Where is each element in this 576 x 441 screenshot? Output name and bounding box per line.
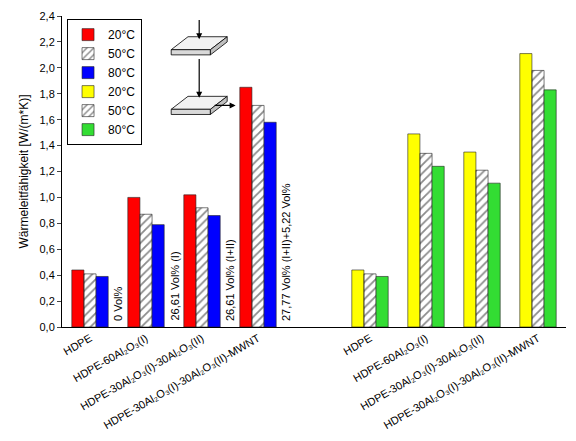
svg-text:HDPE-60Al₂O₃(I): HDPE-60Al₂O₃(I)	[71, 332, 150, 384]
svg-text:0,4: 0,4	[40, 269, 55, 281]
svg-text:50°C: 50°C	[108, 47, 135, 61]
svg-text:1,8: 1,8	[40, 88, 55, 100]
svg-text:0,8: 0,8	[40, 217, 55, 229]
svg-text:20°C: 20°C	[108, 28, 135, 42]
svg-text:2,0: 2,0	[40, 62, 55, 74]
svg-text:HDPE: HDPE	[341, 332, 373, 358]
svg-text:HDPE: HDPE	[61, 332, 93, 358]
svg-text:50°C: 50°C	[108, 104, 135, 118]
svg-text:2,2: 2,2	[40, 36, 55, 48]
svg-text:20°C: 20°C	[108, 85, 135, 99]
svg-text:0,2: 0,2	[40, 295, 55, 307]
svg-text:HDPE-30Al₂O₃(I)-30Al₂O₃(II)-MW: HDPE-30Al₂O₃(I)-30Al₂O₃(II)-MWNT	[101, 332, 262, 432]
svg-text:1,2: 1,2	[40, 165, 55, 177]
svg-text:0,6: 0,6	[40, 243, 55, 255]
svg-text:2,4: 2,4	[40, 10, 55, 22]
svg-text:0 Vol%: 0 Vol%	[112, 287, 124, 321]
svg-text:1,0: 1,0	[40, 191, 55, 203]
svg-text:26,61 Vol% (I+II): 26,61 Vol% (I+II)	[224, 239, 236, 321]
svg-text:1,4: 1,4	[40, 139, 55, 151]
svg-text:80°C: 80°C	[108, 123, 135, 137]
svg-text:HDPE-30Al₂O₃(I)-30Al₂O₃(II)-MW: HDPE-30Al₂O₃(I)-30Al₂O₃(II)-MWNT	[381, 332, 542, 432]
svg-text:HDPE-60Al₂O₃(I): HDPE-60Al₂O₃(I)	[351, 332, 430, 384]
svg-text:Wärmeleitfähigkeit [W/(m*K)]: Wärmeleitfähigkeit [W/(m*K)]	[17, 94, 31, 248]
svg-text:80°C: 80°C	[108, 66, 135, 80]
svg-text:HDPE-30Al₂O₃(I)-30Al₂O₃(II): HDPE-30Al₂O₃(I)-30Al₂O₃(II)	[78, 332, 206, 413]
svg-text:HDPE-30Al₂O₃(I)-30Al₂O₃(II): HDPE-30Al₂O₃(I)-30Al₂O₃(II)	[358, 332, 486, 413]
svg-text:27,77 Vol% (I+II)+5,22 Vol%: 27,77 Vol% (I+II)+5,22 Vol%	[280, 183, 292, 321]
svg-text:26,61 Vol% (I): 26,61 Vol% (I)	[169, 251, 181, 320]
svg-text:1,6: 1,6	[40, 114, 55, 126]
svg-text:0,0: 0,0	[40, 321, 55, 333]
